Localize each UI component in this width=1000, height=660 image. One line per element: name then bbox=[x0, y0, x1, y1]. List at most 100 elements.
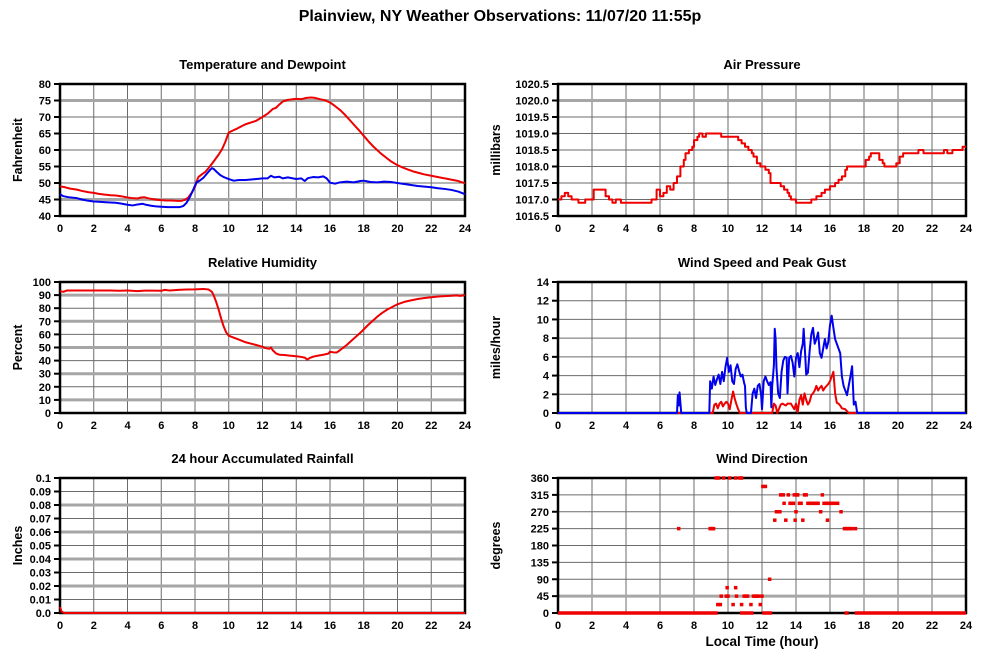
x-tick-label: 12 bbox=[756, 223, 768, 235]
series-wind-speed bbox=[558, 370, 966, 414]
scatter-point bbox=[739, 476, 744, 480]
x-tick-label: 10 bbox=[722, 620, 734, 632]
series-peak-gust bbox=[558, 314, 966, 414]
y-tick-label: 55 bbox=[39, 162, 51, 174]
x-tick-label: 20 bbox=[892, 223, 904, 235]
scatter-point bbox=[716, 602, 720, 607]
scatter-point bbox=[739, 602, 744, 607]
x-tick-label: 24 bbox=[459, 620, 472, 632]
scatter-point bbox=[722, 476, 726, 480]
y-tick-label: 45 bbox=[537, 591, 549, 603]
x-tick-label: 2 bbox=[91, 420, 97, 432]
scatter-point bbox=[731, 602, 735, 607]
scatter-point bbox=[786, 493, 791, 497]
x-tick-label: 16 bbox=[324, 420, 336, 432]
y-tick-label: 90 bbox=[39, 290, 51, 302]
series-direction-points bbox=[676, 476, 858, 607]
y-tick-label: 20 bbox=[39, 382, 51, 394]
y-tick-label: 60 bbox=[39, 145, 51, 157]
series-pressure bbox=[558, 132, 966, 204]
y-tick-label: 40 bbox=[39, 356, 51, 368]
series-dewpoint bbox=[59, 167, 466, 209]
x-tick-label: 2 bbox=[91, 223, 97, 235]
y-tick-label: 0.1 bbox=[36, 473, 51, 485]
y-tick-label: 0.0 bbox=[36, 608, 51, 620]
x-tick-label: 8 bbox=[691, 420, 697, 432]
x-tick-label: 16 bbox=[824, 620, 836, 632]
scatter-point bbox=[719, 594, 723, 598]
x-tick-label: 4 bbox=[124, 420, 131, 432]
scatter-point bbox=[791, 501, 796, 506]
y-axis-label: Fahrenheit bbox=[11, 117, 25, 182]
scatter-point bbox=[850, 526, 854, 531]
x-tick-label: 12 bbox=[756, 420, 768, 432]
x-tick-label: 4 bbox=[623, 620, 630, 632]
plot-border bbox=[556, 82, 968, 218]
page-title: Plainview, NY Weather Observations: 11/0… bbox=[298, 8, 702, 25]
x-tick-label: 16 bbox=[824, 420, 836, 432]
x-tick-label: 24 bbox=[960, 223, 973, 235]
x-tick-label: 16 bbox=[824, 223, 836, 235]
y-tick-label: 1017.5 bbox=[515, 178, 549, 190]
chart-air-pressure: 1016.5 1017.0 1017.5 1018.0 1018.5 1019.0 1019… bbox=[489, 57, 973, 235]
x-tick-label: 24 bbox=[459, 420, 472, 432]
x-tick-label: 8 bbox=[192, 420, 198, 432]
y-tick-label: 1020.5 bbox=[515, 79, 549, 91]
y-tick-label: 6 bbox=[543, 352, 549, 364]
x-tick-label: 20 bbox=[892, 620, 904, 632]
scatter-point bbox=[795, 493, 800, 497]
x-tick-label: 10 bbox=[223, 223, 235, 235]
scatter-point bbox=[782, 501, 786, 506]
x-tick-label: 22 bbox=[425, 223, 437, 235]
y-tick-label: 0.04 bbox=[30, 554, 52, 566]
y-tick-label: 0.05 bbox=[30, 541, 51, 553]
scatter-point bbox=[839, 510, 843, 514]
scatter-point bbox=[745, 594, 750, 598]
scatter-point bbox=[711, 526, 716, 531]
scatter-point bbox=[767, 577, 772, 581]
scatter-point bbox=[733, 476, 738, 480]
scatter-point bbox=[760, 594, 764, 598]
chart-title: Air Pressure bbox=[723, 57, 800, 72]
x-tick-label: 8 bbox=[192, 620, 198, 632]
x-tick-label: 6 bbox=[158, 620, 164, 632]
y-tick-label: 0.08 bbox=[30, 500, 51, 512]
y-tick-label: 1019.0 bbox=[515, 129, 549, 141]
y-tick-label: 12 bbox=[537, 296, 549, 308]
scatter-point bbox=[763, 484, 768, 489]
scatter-point bbox=[716, 476, 721, 480]
scatter-point bbox=[781, 493, 785, 497]
x-tick-label: 10 bbox=[722, 420, 734, 432]
y-tick-label: 45 bbox=[39, 195, 51, 207]
scatter-point bbox=[773, 518, 777, 522]
scatter-point bbox=[818, 510, 823, 514]
x-tick-label: 14 bbox=[290, 420, 303, 432]
y-tick-label: 0 bbox=[543, 408, 549, 420]
x-tick-label: 20 bbox=[892, 420, 904, 432]
y-tick-label: 70 bbox=[39, 316, 51, 328]
y-tick-label: 30 bbox=[39, 369, 51, 381]
y-axis-label: Inches bbox=[11, 526, 25, 566]
y-tick-label: 135 bbox=[531, 557, 549, 569]
x-tick-label: 12 bbox=[756, 620, 768, 632]
x-tick-label: 0 bbox=[57, 420, 63, 432]
y-tick-label: 225 bbox=[531, 524, 549, 536]
x-tick-label: 0 bbox=[555, 223, 561, 235]
x-tick-label: 6 bbox=[158, 420, 164, 432]
scatter-point bbox=[853, 526, 858, 531]
y-tick-label: 0.09 bbox=[30, 487, 51, 499]
y-tick-label: 1018.0 bbox=[515, 162, 549, 174]
y-tick-label: 80 bbox=[39, 79, 51, 91]
plot-border bbox=[58, 280, 467, 415]
x-tick-label: 20 bbox=[391, 420, 403, 432]
x-tick-label: 6 bbox=[657, 420, 663, 432]
y-tick-label: 10 bbox=[537, 314, 549, 326]
y-tick-label: 75 bbox=[39, 96, 51, 108]
scatter-point bbox=[799, 501, 803, 506]
y-tick-label: 90 bbox=[537, 574, 549, 586]
x-tick-label: 22 bbox=[425, 620, 437, 632]
scatter-point bbox=[778, 493, 783, 497]
x-axis-label: Local Time (hour) bbox=[705, 634, 818, 649]
